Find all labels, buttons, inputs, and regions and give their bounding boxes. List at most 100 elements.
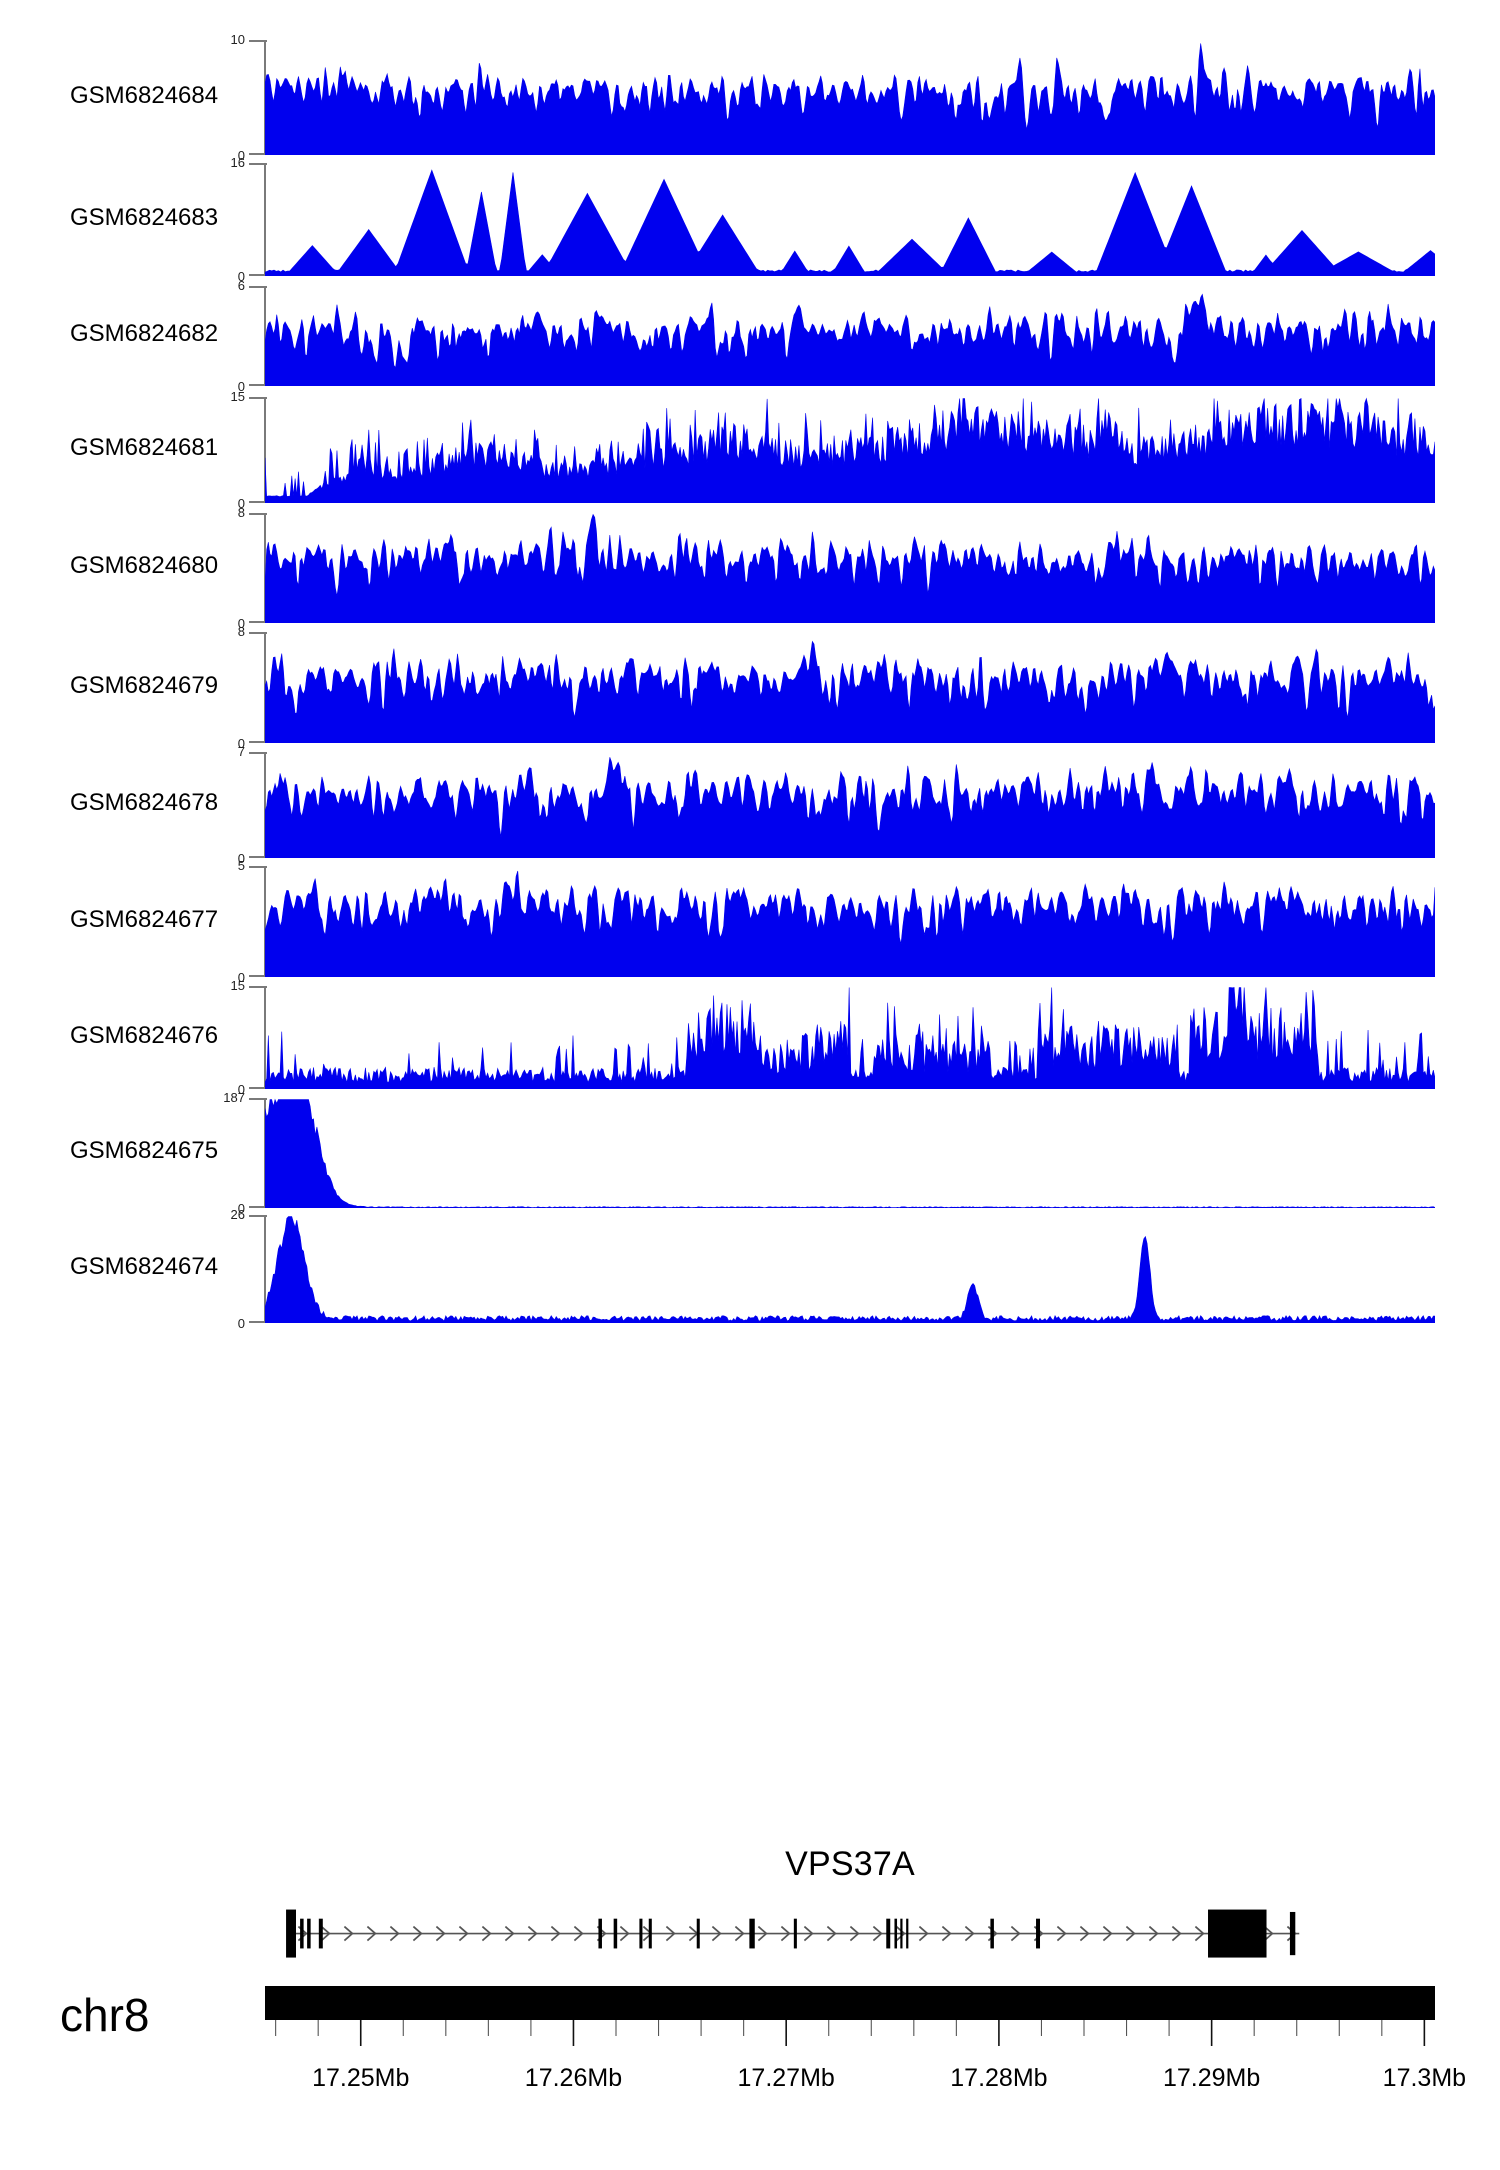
y-axis-max-value: 15 — [230, 978, 245, 993]
track-plot-area — [265, 286, 1435, 386]
gene-exon — [639, 1918, 643, 1949]
coverage-area-chart — [265, 397, 1435, 503]
y-axis-min-value: 0 — [237, 616, 245, 631]
ruler-tick-label: 17.27Mb — [737, 2064, 835, 2092]
track-label-gsm6824681: GSM6824681 — [70, 434, 219, 461]
gene-exon — [900, 1918, 903, 1949]
coverage-area-path — [265, 757, 1435, 858]
track-y-axis: 15 0 — [231, 390, 267, 510]
coverage-area-path — [265, 987, 1435, 1089]
track-y-axis: 187 0 — [223, 1091, 267, 1215]
gene-exon — [613, 1918, 618, 1949]
y-axis-min-value: 0 — [237, 970, 245, 985]
coverage-area-chart — [265, 757, 1435, 858]
coverage-area-path — [265, 293, 1435, 386]
ruler-tick-label: 17.25Mb — [312, 2064, 410, 2092]
track-label-gsm6824675: GSM6824675 — [70, 1137, 219, 1164]
track-y-axis: 15 0 — [231, 979, 267, 1096]
strand-direction-arrow-icon — [1079, 1925, 1090, 1942]
strand-direction-arrow-icon — [895, 1925, 906, 1942]
signal-track: GSM6824681 15 0 — [0, 390, 1500, 510]
track-label-gsm6824684: GSM6824684 — [70, 81, 219, 109]
y-axis-tick-max — [249, 1098, 267, 1100]
signal-track: GSM6824676 15 0 — [0, 979, 1500, 1096]
coverage-area-chart — [265, 1216, 1435, 1323]
y-axis-tick-min — [249, 621, 267, 623]
y-axis-tick-min — [249, 1321, 267, 1323]
signal-track: GSM6824679 8 0 — [0, 625, 1500, 750]
y-axis-tick-min — [249, 856, 267, 858]
strand-direction-arrow-icon — [320, 1925, 331, 1942]
strand-direction-arrow-icon — [711, 1925, 722, 1942]
y-axis-tick-min — [249, 741, 267, 743]
strand-direction-arrow-icon — [665, 1925, 676, 1942]
chromosome-ideogram-bar — [265, 1986, 1435, 2020]
genomic-coordinate-ruler: 17.25Mb 17.26Mb 17.27Mb 17.28Mb 17.29Mb 17.3M… — [265, 2020, 1466, 2140]
strand-direction-arrow-icon — [803, 1925, 814, 1942]
y-axis-tick-max — [249, 1215, 267, 1217]
track-plot-area — [265, 866, 1435, 977]
signal-track: GSM6824683 16 0 — [0, 156, 1500, 283]
y-axis-tick-max — [249, 752, 267, 754]
y-axis-min-value: 0 — [237, 736, 245, 751]
strand-direction-arrow-icon — [1056, 1925, 1067, 1942]
gene-exon — [286, 1909, 297, 1958]
y-axis-line — [264, 986, 266, 1089]
strand-direction-arrow-icon — [366, 1925, 377, 1942]
track-plot-area — [265, 986, 1435, 1089]
y-axis-line — [264, 513, 266, 623]
track-label-gsm6824680: GSM6824680 — [70, 552, 219, 579]
strand-direction-arrow-icon — [849, 1925, 860, 1942]
y-axis-tick-min — [249, 975, 267, 977]
ruler-tick-label: 17.29Mb — [1162, 2064, 1261, 2092]
gene-exon — [749, 1918, 755, 1949]
y-axis-line — [264, 397, 266, 503]
gene-exon — [300, 1918, 304, 1949]
ruler-ticks-svg — [275, 2020, 1426, 2046]
track-plot-area — [265, 513, 1435, 623]
y-axis-line — [264, 163, 266, 276]
strand-direction-arrow-icon — [734, 1925, 745, 1942]
gene-exon — [648, 1918, 652, 1949]
gene-exon — [598, 1918, 602, 1949]
y-axis-tick-min — [249, 1206, 267, 1208]
y-axis-line — [264, 286, 266, 386]
gene-annotation-track: VPS37A — [265, 1845, 1435, 1975]
y-axis-tick-max — [249, 632, 267, 634]
signal-track: GSM6824682 6 0 — [0, 279, 1500, 393]
chromosome-label: chr8 — [60, 1989, 150, 2041]
coverage-area-path — [265, 870, 1435, 977]
track-label-gsm6824683: GSM6824683 — [70, 203, 219, 231]
ruler-tick-label: 17.26Mb — [524, 2064, 623, 2092]
y-axis-max-value: 16 — [230, 155, 245, 170]
strand-direction-arrow-icon — [1125, 1925, 1136, 1942]
gene-exon — [1289, 1911, 1296, 1956]
signal-track: GSM6824678 7 0 — [0, 745, 1500, 865]
y-axis-max-value: 8 — [237, 505, 245, 520]
coverage-area-chart — [265, 870, 1435, 977]
gene-exon — [793, 1918, 797, 1949]
track-label-gsm6824678: GSM6824678 — [70, 789, 219, 816]
coverage-area-path — [265, 640, 1435, 743]
signal-track: GSM6824684 10 0 — [0, 33, 1500, 162]
y-axis-min-value: 0 — [237, 851, 245, 866]
strand-direction-arrow-icon — [757, 1925, 768, 1942]
strand-direction-arrow-icon — [872, 1925, 883, 1942]
strand-direction-arrow-icon — [619, 1925, 630, 1942]
coverage-area-chart — [265, 987, 1435, 1089]
y-axis-min-value: 0 — [237, 269, 245, 284]
coverage-area-path — [265, 169, 1435, 276]
y-axis-min-value: 0 — [237, 496, 245, 511]
strand-direction-arrow-icon — [458, 1925, 469, 1942]
gene-exon — [906, 1918, 909, 1949]
track-plot-area — [265, 163, 1435, 276]
coverage-area-chart — [265, 1098, 1435, 1208]
gene-exon — [894, 1918, 898, 1949]
track-plot-area — [265, 40, 1435, 155]
strand-direction-arrow-icon — [527, 1925, 538, 1942]
coverage-area-path — [265, 397, 1435, 503]
coverage-area-chart — [265, 293, 1435, 386]
y-axis-min-value: 0 — [237, 1316, 245, 1331]
